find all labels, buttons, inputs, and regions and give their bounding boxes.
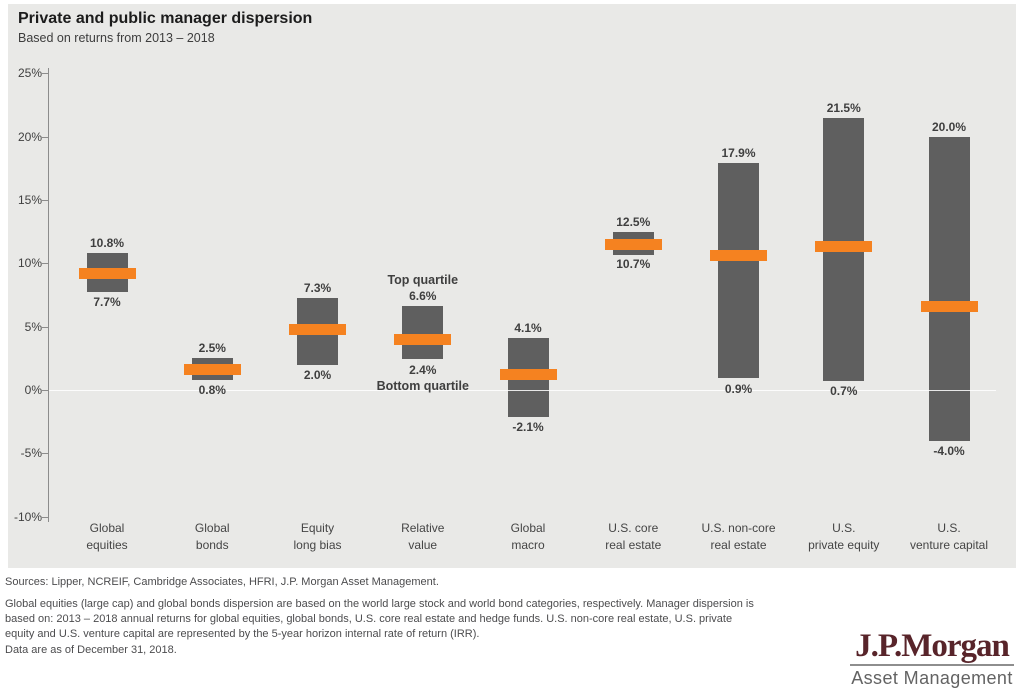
category-label-line: macro — [511, 538, 545, 552]
bar-top-label: 17.9% — [721, 146, 756, 160]
chart-subtitle: Based on returns from 2013 – 2018 — [18, 31, 215, 45]
bar-bottom-label: -4.0% — [933, 444, 965, 458]
bar-top-label: 21.5% — [826, 101, 861, 115]
y-axis-tick-label: -5% — [20, 446, 42, 460]
category-label: Relative value — [401, 520, 444, 554]
logo-tagline: Asset Management — [851, 668, 1013, 688]
category-label-line: equities — [86, 538, 128, 552]
bar-top-label: 6.6% — [409, 289, 437, 303]
y-axis-line — [48, 68, 49, 522]
median-marker — [289, 324, 346, 335]
y-axis-tick — [42, 137, 48, 138]
category-label-line: real estate — [605, 538, 662, 552]
bar-bottom-label: 7.7% — [93, 295, 121, 309]
median-marker — [605, 239, 662, 250]
category-label-line: Global — [89, 521, 125, 535]
bar-top-label: 10.8% — [89, 236, 125, 250]
bar-top-label: 12.5% — [616, 215, 651, 229]
median-marker — [79, 268, 136, 279]
range-bar — [929, 137, 970, 441]
y-axis-tick — [42, 517, 48, 518]
bar-bottom-label: 2.0% — [303, 368, 332, 382]
range-bar — [402, 306, 443, 359]
category-label-line: Global — [194, 521, 230, 535]
y-axis-tick — [42, 453, 48, 454]
category-label: Global equities — [86, 520, 127, 554]
category-label-line: U.S. non-core — [701, 521, 776, 535]
category-label: U.S. private equity — [808, 520, 879, 554]
median-marker — [500, 369, 557, 380]
bar-top-label: 4.1% — [514, 321, 542, 335]
category-label: Equity long bias — [293, 520, 341, 554]
logo-wordmark: J.P.Morgan — [855, 628, 1010, 664]
y-axis-tick — [42, 200, 48, 201]
y-axis-tick — [42, 263, 48, 264]
y-axis-tick — [42, 327, 48, 328]
zero-gridline — [49, 390, 996, 391]
y-axis-tick-label: 0% — [24, 383, 42, 397]
category-label-line: Relative — [401, 521, 445, 535]
bar-bottom-label: 0.7% — [830, 384, 858, 398]
category-label-line: U.S. core — [608, 521, 659, 535]
category-label: Global macro — [511, 520, 546, 554]
logo-rule — [850, 664, 1014, 666]
range-bar — [718, 163, 759, 378]
bar-bottom-label: 0.8% — [198, 383, 226, 397]
category-label-line: real estate — [710, 538, 767, 552]
bar-bottom-label: 0.9% — [724, 382, 753, 396]
category-label: U.S. non-core real estate — [701, 520, 775, 554]
plot-area: 25% 20% 15% 10% 5% 0% -5% -10% 10.8% 7.7% Global eq… — [8, 4, 1016, 568]
y-axis-tick-label: -10% — [13, 510, 42, 524]
category-label-line: value — [408, 538, 438, 552]
category-label-line: Global — [510, 521, 546, 535]
category-label-line: U.S. — [937, 521, 961, 535]
category-label-line: U.S. — [832, 521, 856, 535]
footnote-line: based on: 2013 – 2018 annual returns for… — [5, 613, 733, 625]
bar-bottom-label: -2.1% — [512, 420, 544, 434]
category-label-line: private equity — [808, 538, 880, 552]
category-label: U.S. core real estate — [605, 520, 661, 554]
footnote: Global equities (large cap) and global b… — [5, 597, 975, 642]
category-label: Global bonds — [195, 520, 230, 554]
median-marker — [921, 301, 978, 312]
category-label-line: bonds — [195, 538, 229, 552]
top-quartile-annotation: Top quartile — [387, 273, 459, 287]
y-axis-tick — [42, 73, 48, 74]
bar-bottom-label: 2.4% — [409, 363, 437, 377]
bottom-quartile-annotation: Bottom quartile — [376, 379, 469, 393]
median-marker — [394, 334, 451, 345]
y-axis-tick-label: 25% — [17, 66, 42, 80]
y-axis-tick — [42, 390, 48, 391]
y-axis-tick-label: 5% — [24, 320, 42, 334]
jpmorgan-logo: J.P.Morgan Asset Management — [850, 630, 1014, 689]
chart-panel: Private and public manager dispersion Ba… — [8, 4, 1016, 568]
sources-note: Sources: Lipper, NCREIF, Cambridge Assoc… — [5, 576, 439, 588]
y-axis-tick-label: 20% — [17, 130, 42, 144]
median-marker — [710, 250, 767, 261]
asof-note: Data are as of December 31, 2018. — [5, 644, 177, 656]
category-label-line: venture capital — [909, 538, 989, 552]
footnote-line: equity and U.S. venture capital are repr… — [5, 628, 480, 640]
median-marker — [815, 241, 872, 252]
y-axis-tick-label: 15% — [17, 193, 42, 207]
footnote-line: Global equities (large cap) and global b… — [5, 598, 754, 610]
median-marker — [184, 364, 241, 375]
bar-bottom-label: 10.7% — [616, 257, 651, 271]
bar-top-label: 7.3% — [303, 281, 332, 295]
category-label-line: Equity — [300, 521, 335, 535]
category-label: U.S. venture capital — [910, 520, 988, 554]
y-axis-tick-label: 10% — [17, 256, 42, 270]
bar-top-label: 20.0% — [931, 120, 967, 134]
chart-title: Private and public manager dispersion — [18, 10, 313, 27]
category-label-line: long bias — [293, 538, 342, 552]
bar-top-label: 2.5% — [198, 341, 226, 355]
